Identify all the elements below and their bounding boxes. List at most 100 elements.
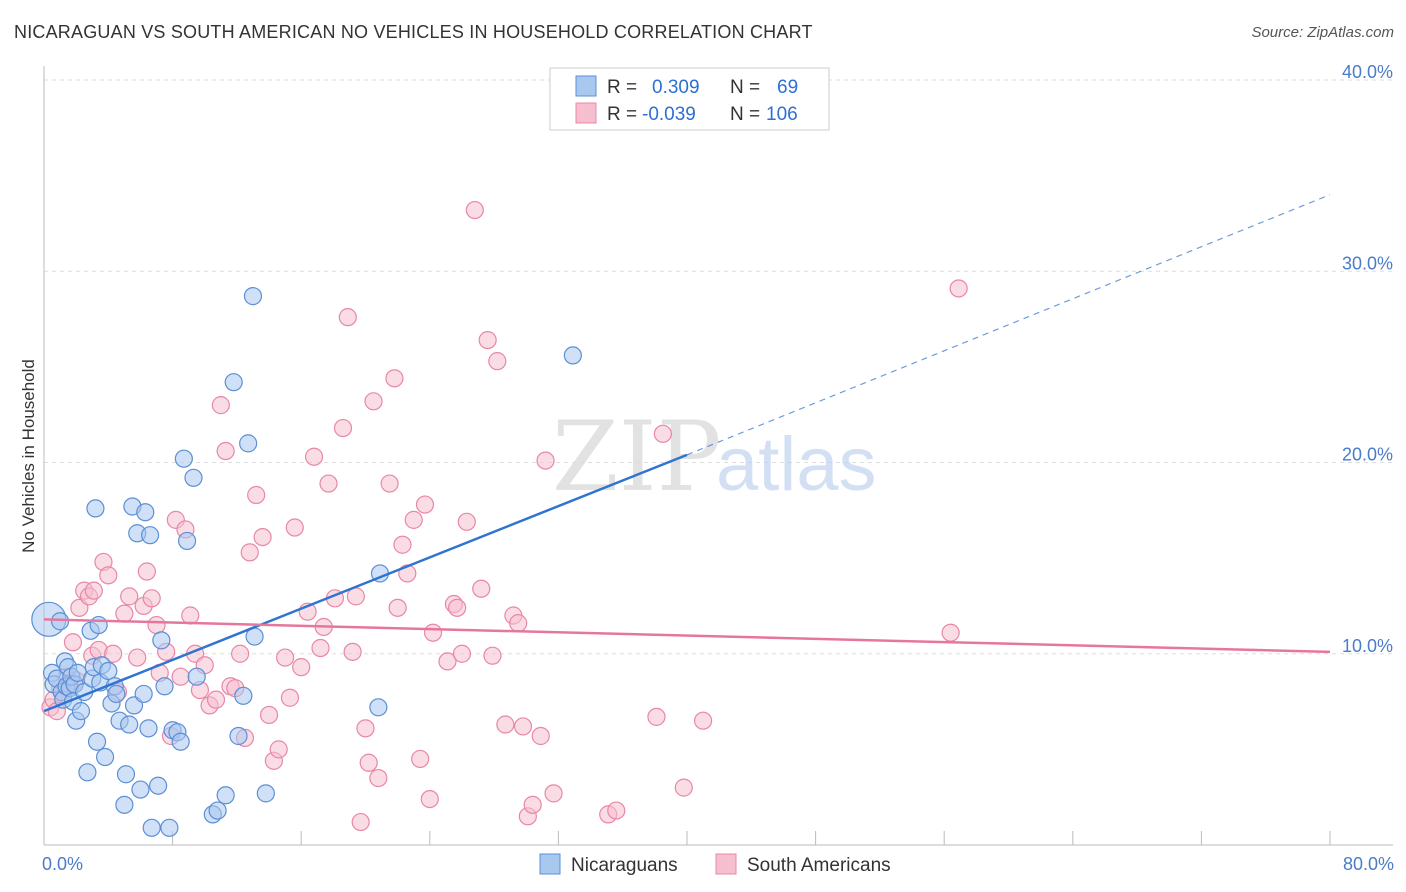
bottom-legend-swatch-south-americans (715, 853, 737, 875)
south-american-point-78 (423, 623, 443, 642)
south-american-point-74 (404, 510, 423, 529)
south-american-point-16 (99, 566, 118, 585)
nicaraguan-point-35 (120, 715, 139, 734)
nicaraguan-point-58 (216, 786, 235, 805)
nicaraguan-point-40 (134, 684, 153, 704)
south-american-point-55 (304, 447, 324, 466)
south-american-point-88 (488, 352, 507, 371)
nicaraguan-point-53 (177, 531, 197, 551)
south-american-point-103 (693, 711, 713, 730)
south-american-point-97 (544, 784, 563, 803)
nicaraguan-point-39 (131, 780, 150, 799)
south-american-point-82 (452, 644, 472, 663)
nicaraguan-point-41 (136, 503, 155, 522)
nicaraguan-point-34 (116, 765, 136, 784)
south-american-point-101 (653, 424, 672, 443)
south-american-point-58 (319, 474, 338, 493)
south-american-point-66 (359, 753, 378, 772)
south-american-point-81 (448, 598, 467, 617)
y-tick-label-2: 30.0% (1342, 253, 1393, 273)
nicaraguan-point-52 (174, 449, 193, 468)
legend-r-value-1: 0.309 (652, 77, 700, 98)
nicaraguan-point-48 (160, 818, 179, 837)
nicaraguan-point-68 (563, 346, 582, 365)
south-american-point-32 (181, 606, 200, 625)
legend-n-label-2: N = (730, 104, 760, 125)
nicaraguan-point-65 (256, 784, 275, 803)
south-american-point-37 (206, 690, 226, 709)
south-american-point-100 (647, 707, 666, 726)
south-american-point-95 (531, 726, 550, 746)
nicaraguan-point-4 (50, 612, 70, 631)
x-tick-label-1: 80.0% (1343, 854, 1394, 874)
south-american-point-21 (128, 648, 147, 667)
south-american-point-102 (674, 778, 693, 797)
south-american-point-89 (496, 715, 515, 734)
south-american-point-92 (513, 717, 533, 736)
south-american-point-61 (338, 308, 357, 327)
nicaraguan-point-45 (149, 776, 168, 795)
nicaraguan-point-43 (140, 526, 160, 545)
south-american-point-24 (142, 589, 161, 608)
nicaraguan-point-46 (152, 631, 171, 650)
south-american-point-51 (280, 688, 300, 707)
south-american-point-53 (292, 658, 311, 677)
y-tick-label-3: 40.0% (1342, 62, 1393, 82)
south-american-point-50 (276, 648, 295, 667)
nicaraguan-point-24 (89, 615, 108, 635)
south-american-point-52 (285, 518, 304, 537)
nicaraguan-point-42 (139, 719, 158, 738)
south-american-points (41, 200, 968, 832)
south-american-point-56 (311, 638, 330, 658)
south-american-point-17 (104, 644, 123, 663)
south-american-point-19 (115, 604, 134, 623)
x-tick-labels: 0.0% 80.0% (42, 854, 1394, 874)
nicaraguan-point-67 (369, 698, 388, 717)
south-american-point-91 (509, 614, 528, 633)
south-american-point-46 (253, 527, 272, 547)
south-american-point-94 (523, 795, 542, 814)
south-american-point-72 (393, 535, 412, 554)
legend-n-value-2: 106 (766, 104, 798, 125)
south-american-point-79 (438, 652, 457, 671)
nicaraguan-trend-line (43, 453, 688, 713)
nicaraguan-point-51 (171, 732, 190, 751)
south-american-point-87 (483, 646, 502, 665)
legend-box: R = 0.309 N = 69 R = -0.039 N = 106 (549, 67, 830, 131)
south-american-point-68 (369, 768, 388, 788)
nicaraguan-point-28 (99, 661, 118, 681)
south-american-point-20 (120, 587, 139, 606)
bottom-legend-swatch-nicaraguans (539, 853, 561, 875)
bottom-legend: Nicaraguans South Americans (539, 853, 891, 876)
bottom-legend-label-nicaraguans: Nicaraguans (571, 855, 678, 876)
south-american-point-13 (84, 581, 103, 600)
x-tick-marks (43, 831, 1331, 845)
y-tick-label-0: 10.0% (1342, 636, 1393, 656)
south-american-point-70 (385, 369, 404, 388)
south-american-point-96 (536, 451, 555, 470)
nicaraguan-point-60 (229, 726, 248, 746)
nicaraguan-point-22 (86, 499, 105, 518)
nicaraguan-point-23 (87, 732, 107, 751)
nicaraguan-point-64 (243, 287, 263, 306)
south-american-point-69 (380, 474, 399, 493)
south-american-point-71 (388, 598, 407, 617)
nicaraguan-point-61 (234, 686, 253, 705)
legend-swatch-south-americans (575, 102, 597, 124)
gridlines (44, 79, 1393, 655)
south-american-point-65 (356, 719, 375, 738)
south-american-point-62 (343, 642, 362, 661)
legend-r-label-2: R = (607, 104, 637, 125)
south-american-point-39 (216, 441, 235, 461)
legend-n-label-1: N = (730, 77, 760, 98)
x-tick-label-0: 0.0% (42, 854, 83, 874)
south-american-point-30 (171, 667, 190, 686)
south-american-point-86 (478, 331, 497, 350)
nicaraguan-point-59 (224, 373, 243, 392)
y-tick-labels: 10.0% 20.0% 30.0% 40.0% (1342, 62, 1393, 656)
south-american-point-60 (333, 418, 353, 438)
south-american-point-99 (607, 801, 626, 820)
nicaraguan-point-44 (142, 818, 161, 837)
chart-source: Source: ZipAtlas.com (1251, 24, 1394, 41)
